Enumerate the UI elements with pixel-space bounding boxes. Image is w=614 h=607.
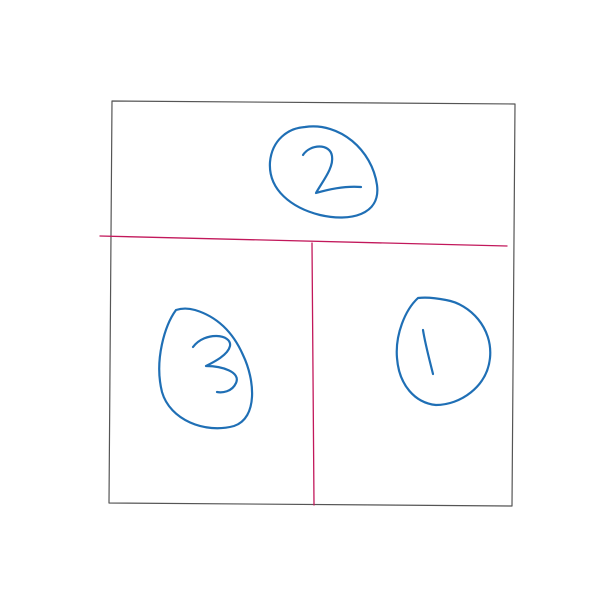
- outer-frame: [108, 100, 516, 507]
- digit-3-glyph: [191, 334, 238, 394]
- digit-1-glyph: [421, 328, 435, 376]
- vertical-divider: [311, 242, 315, 506]
- digit-2-glyph: [301, 145, 363, 195]
- circle-2: [268, 125, 379, 219]
- region-bottom-right: 1: [395, 296, 492, 407]
- circle-1: [395, 296, 492, 407]
- region-bottom-left: 3: [158, 307, 254, 430]
- circle-3: [158, 307, 254, 430]
- horizontal-divider: [99, 235, 508, 247]
- region-top: 2: [268, 125, 379, 219]
